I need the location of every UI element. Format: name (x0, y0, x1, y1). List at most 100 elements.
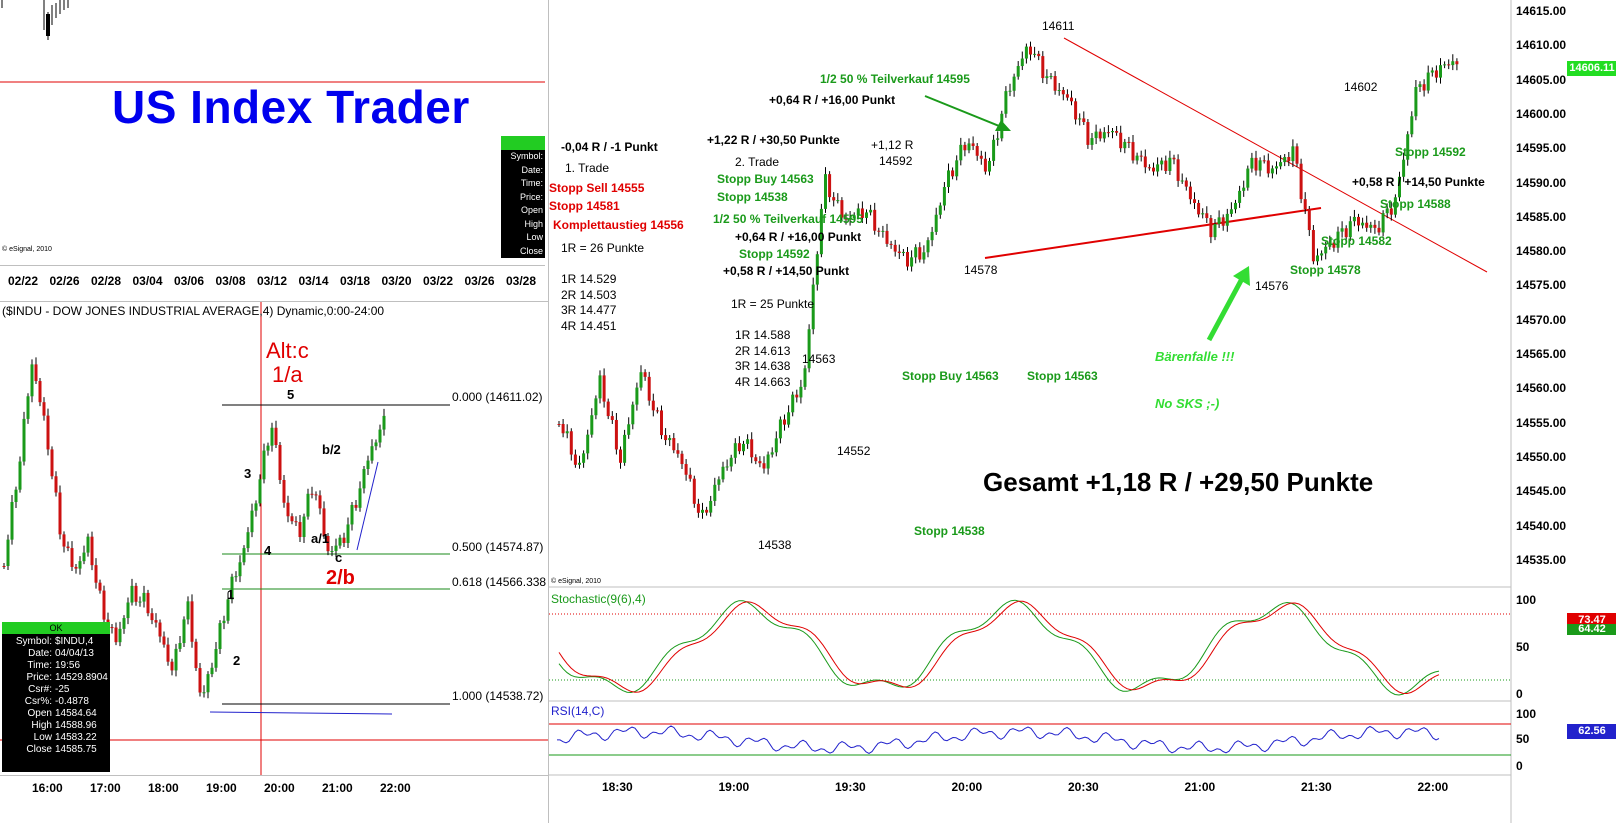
price-14602: 14602 (1344, 80, 1378, 94)
candle-body (206, 674, 210, 693)
candle-body (1434, 70, 1438, 78)
candle-body (1389, 208, 1393, 215)
info-row-value: 14585.75 (55, 744, 97, 755)
candle-body (1225, 213, 1229, 226)
candle-body (668, 438, 672, 441)
info-row-label: Time: (27, 660, 52, 671)
candle-body (852, 215, 856, 219)
candle-body (705, 509, 709, 513)
candle-body (322, 508, 326, 537)
candle-body (840, 200, 844, 218)
candle-body (1369, 224, 1373, 228)
fib-level-0: 0.000 (14611.02) (452, 390, 543, 404)
candle-body (42, 402, 46, 416)
candle-body (1398, 176, 1401, 198)
info-row-value: -0.4878 (55, 696, 89, 707)
teilverkauf-a: 1/2 50 % Teilverkauf 14595 (713, 212, 863, 226)
candle-body (1414, 87, 1418, 117)
candle-body (811, 284, 815, 330)
candle-body (860, 208, 864, 218)
candle-body (1406, 134, 1410, 160)
info-box-ok: OK (2, 622, 110, 634)
candle-body (1164, 160, 1168, 171)
candle-body (1074, 101, 1078, 120)
candle-body (354, 504, 358, 508)
r-level-2-4: 4R 14.663 (735, 375, 791, 389)
candle-body (162, 636, 166, 645)
x-axis-label: 20:00 (951, 780, 983, 794)
candle-body (996, 138, 1000, 140)
candle-body (1443, 64, 1447, 66)
candle-body (146, 592, 150, 614)
candle-body (226, 599, 230, 621)
candle-body (979, 155, 983, 159)
candle-body (1316, 255, 1319, 262)
candle-body (684, 464, 688, 475)
rsi-header: RSI(14,C) (551, 704, 605, 718)
candle-body (942, 187, 946, 206)
x-axis-label: 17:00 (90, 781, 121, 795)
candle-body (342, 537, 346, 543)
price-axis-label: 14540.00 (1516, 518, 1567, 533)
info-row-value: 19:56 (55, 660, 81, 671)
candle-body (1172, 157, 1176, 160)
candle-body (623, 434, 627, 463)
candle-body (314, 494, 318, 496)
x-axis-label: 22:00 (380, 781, 411, 795)
candle-body (1238, 190, 1242, 203)
top-left-panel: US Index Trader © eSignal, 2010 Symbol: D… (0, 0, 545, 265)
candle-body (242, 548, 246, 563)
candle-body (1328, 242, 1332, 247)
candle-body (1102, 132, 1106, 139)
fib-level-618: 0.618 (14566.338 (452, 575, 547, 589)
candle-body (733, 443, 737, 458)
candle-body (1147, 167, 1151, 169)
info-box-rows: Symbol: Date: Time: Price: Open High Low Close (501, 150, 545, 258)
candle-body (1283, 157, 1287, 163)
x-axis-label: 02/26 (49, 274, 80, 288)
last-price-box: 14606.11 (1567, 61, 1616, 76)
candle-body (1082, 118, 1086, 123)
x-axis-label: 21:00 (1184, 780, 1216, 794)
candle-body (202, 692, 206, 694)
info-row: Symbol: $INDU,4 (2, 636, 110, 648)
candle-body (1041, 56, 1045, 79)
candle-body (1078, 118, 1082, 120)
price-14578: 14578 (964, 263, 998, 277)
wave-label-5: 5 (287, 387, 295, 402)
candle-body (1385, 208, 1389, 214)
candle-body (639, 372, 643, 388)
baerenfalle-label: Bärenfalle !!! (1155, 349, 1235, 364)
candle-body (26, 396, 30, 419)
candle-body (170, 661, 174, 671)
price-axis-label: 14535.00 (1516, 552, 1567, 567)
price-14576: 14576 (1255, 279, 1289, 293)
candle-body (783, 419, 786, 425)
info-box-status (501, 136, 545, 150)
candle-body (6, 539, 10, 566)
candle-body (688, 474, 692, 479)
candle-body (877, 230, 881, 232)
candle-body (1065, 94, 1069, 98)
candle-body (614, 419, 618, 450)
stochastic-header: Stochastic(9(6),4) (551, 592, 646, 606)
candle-body (754, 457, 758, 462)
candle-body (1287, 157, 1291, 162)
candle-body (150, 613, 154, 621)
candle-body (930, 231, 934, 241)
candle-body (963, 144, 967, 151)
x-axis-label: 03/20 (381, 274, 412, 288)
candle-body (557, 424, 561, 425)
candle-body (1152, 167, 1155, 172)
main-chart-plot (549, 0, 1512, 823)
candle-body (214, 648, 218, 668)
info-label: Time: (520, 178, 543, 188)
candle-body (709, 500, 713, 513)
candle-body (1295, 146, 1299, 164)
price-axis-label: 14545.00 (1516, 484, 1567, 499)
r25-label: 1R = 25 Punkte (731, 297, 815, 311)
candle-body (988, 160, 991, 172)
candle-body (50, 449, 54, 477)
candle-body (1090, 138, 1094, 145)
info-label: Date: (521, 164, 543, 175)
